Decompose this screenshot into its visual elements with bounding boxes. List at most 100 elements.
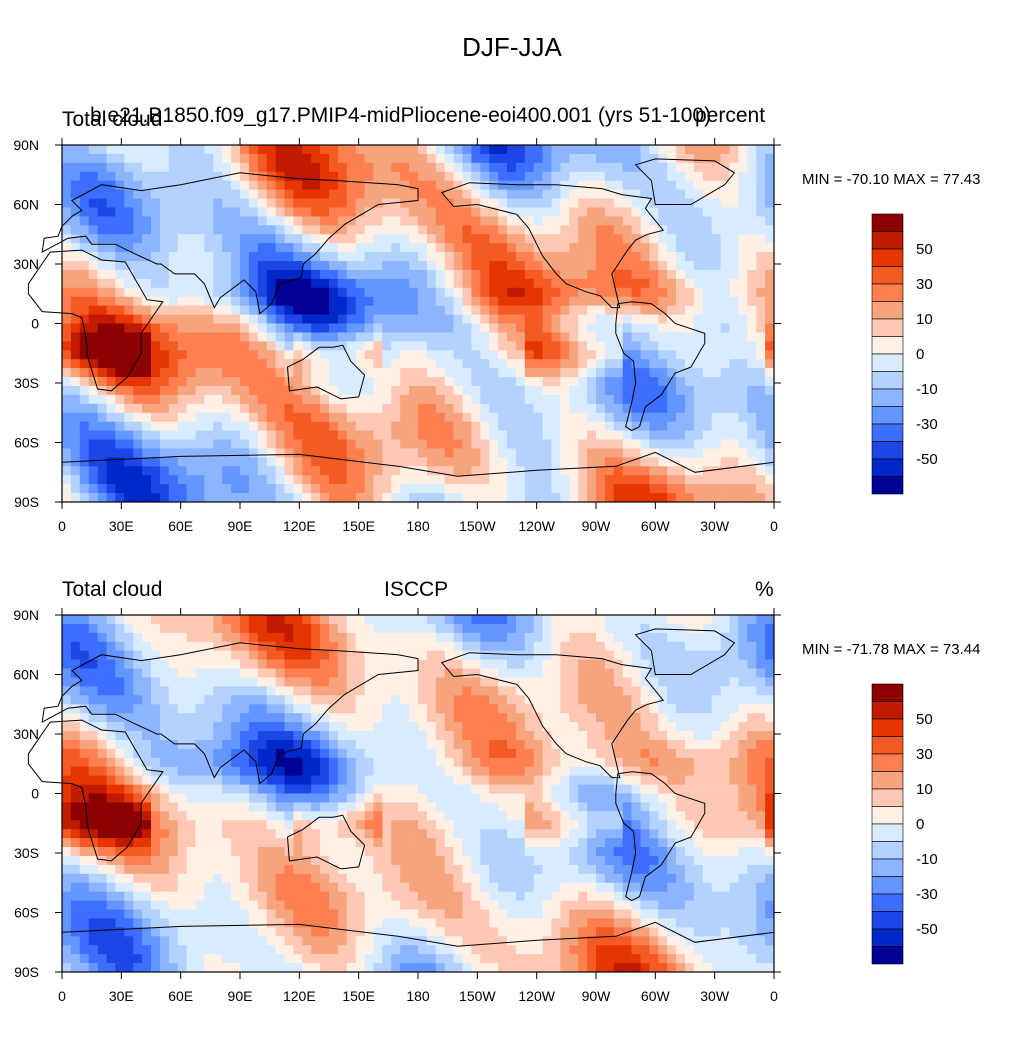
field-cell bbox=[285, 199, 294, 208]
field-cell bbox=[267, 892, 276, 901]
field-cell bbox=[560, 190, 569, 199]
field-cell bbox=[667, 484, 676, 493]
field-cell bbox=[347, 776, 356, 785]
field-cell bbox=[641, 395, 650, 404]
field-cell bbox=[285, 918, 294, 927]
field-cell bbox=[98, 901, 107, 910]
field-cell bbox=[427, 883, 436, 892]
lon-label: 0 bbox=[58, 518, 66, 534]
field-cell bbox=[730, 324, 739, 333]
field-cell bbox=[231, 341, 240, 350]
field-cell bbox=[187, 279, 196, 288]
field-cell bbox=[276, 350, 285, 359]
field-cell bbox=[400, 660, 409, 669]
field-cell bbox=[534, 199, 543, 208]
field-cell bbox=[712, 216, 721, 225]
field-cell bbox=[89, 856, 98, 865]
field-cell bbox=[107, 163, 116, 172]
field-cell bbox=[471, 484, 480, 493]
field-cell bbox=[302, 386, 311, 395]
field-cell bbox=[400, 954, 409, 963]
field-cell bbox=[133, 883, 142, 892]
field-cell bbox=[285, 422, 294, 431]
field-cell bbox=[445, 341, 454, 350]
field-cell bbox=[534, 261, 543, 270]
field-cell bbox=[605, 422, 614, 431]
field-cell bbox=[142, 413, 151, 422]
field-cell bbox=[302, 963, 311, 972]
field-cell bbox=[534, 279, 543, 288]
field-cell bbox=[338, 288, 347, 297]
field-cell bbox=[89, 874, 98, 883]
field-cell bbox=[578, 368, 587, 377]
field-cell bbox=[391, 341, 400, 350]
field-cell bbox=[302, 624, 311, 633]
field-cell bbox=[133, 448, 142, 457]
field-cell bbox=[142, 731, 151, 740]
lon-label: 30W bbox=[700, 518, 730, 534]
field-cell bbox=[71, 892, 80, 901]
field-cell bbox=[418, 288, 427, 297]
field-cell bbox=[738, 181, 747, 190]
field-cell bbox=[320, 484, 329, 493]
field-cell bbox=[71, 829, 80, 838]
field-cell bbox=[516, 341, 525, 350]
field-cell bbox=[267, 901, 276, 910]
field-cell bbox=[285, 252, 294, 261]
field-cell bbox=[258, 802, 267, 811]
field-cell bbox=[258, 865, 267, 874]
field-cell bbox=[187, 216, 196, 225]
field-cell bbox=[89, 315, 98, 324]
field-cell bbox=[204, 270, 213, 279]
field-cell bbox=[578, 163, 587, 172]
field-cell bbox=[356, 758, 365, 767]
field-cell bbox=[160, 945, 169, 954]
field-cell bbox=[222, 475, 231, 484]
field-cell bbox=[302, 731, 311, 740]
field-cell bbox=[231, 199, 240, 208]
field-cell bbox=[605, 243, 614, 252]
field-cell bbox=[365, 145, 374, 154]
field-cell bbox=[249, 252, 258, 261]
field-cell bbox=[427, 145, 436, 154]
field-cell bbox=[160, 448, 169, 457]
field-cell bbox=[169, 172, 178, 181]
lon-label: 90E bbox=[228, 518, 253, 534]
field-cell bbox=[258, 395, 267, 404]
field-cell bbox=[169, 493, 178, 502]
field-cell bbox=[151, 624, 160, 633]
field-cell bbox=[694, 163, 703, 172]
field-cell bbox=[427, 704, 436, 713]
field-cell bbox=[703, 475, 712, 484]
field-cell bbox=[471, 431, 480, 440]
field-cell bbox=[276, 225, 285, 234]
field-cell bbox=[311, 651, 320, 660]
field-cell bbox=[356, 270, 365, 279]
field-cell bbox=[329, 686, 338, 695]
field-cell bbox=[427, 216, 436, 225]
field-cell bbox=[391, 704, 400, 713]
field-cell bbox=[685, 493, 694, 502]
field-cell bbox=[516, 484, 525, 493]
field-cell bbox=[552, 252, 561, 261]
field-cell bbox=[115, 154, 124, 163]
field-cell bbox=[196, 368, 205, 377]
field-cell bbox=[400, 624, 409, 633]
field-cell bbox=[347, 847, 356, 856]
field-cell bbox=[169, 794, 178, 803]
field-cell bbox=[133, 776, 142, 785]
field-cell bbox=[391, 306, 400, 315]
field-cell bbox=[400, 172, 409, 181]
field-cell bbox=[374, 936, 383, 945]
field-cell bbox=[231, 324, 240, 333]
field-cell bbox=[418, 475, 427, 484]
field-cell bbox=[71, 172, 80, 181]
field-cell bbox=[498, 190, 507, 199]
field-cell bbox=[302, 758, 311, 767]
field-cell bbox=[62, 413, 71, 422]
field-cell bbox=[347, 615, 356, 624]
field-cell bbox=[107, 288, 116, 297]
field-cell bbox=[667, 341, 676, 350]
field-cell bbox=[712, 413, 721, 422]
field-cell bbox=[738, 297, 747, 306]
